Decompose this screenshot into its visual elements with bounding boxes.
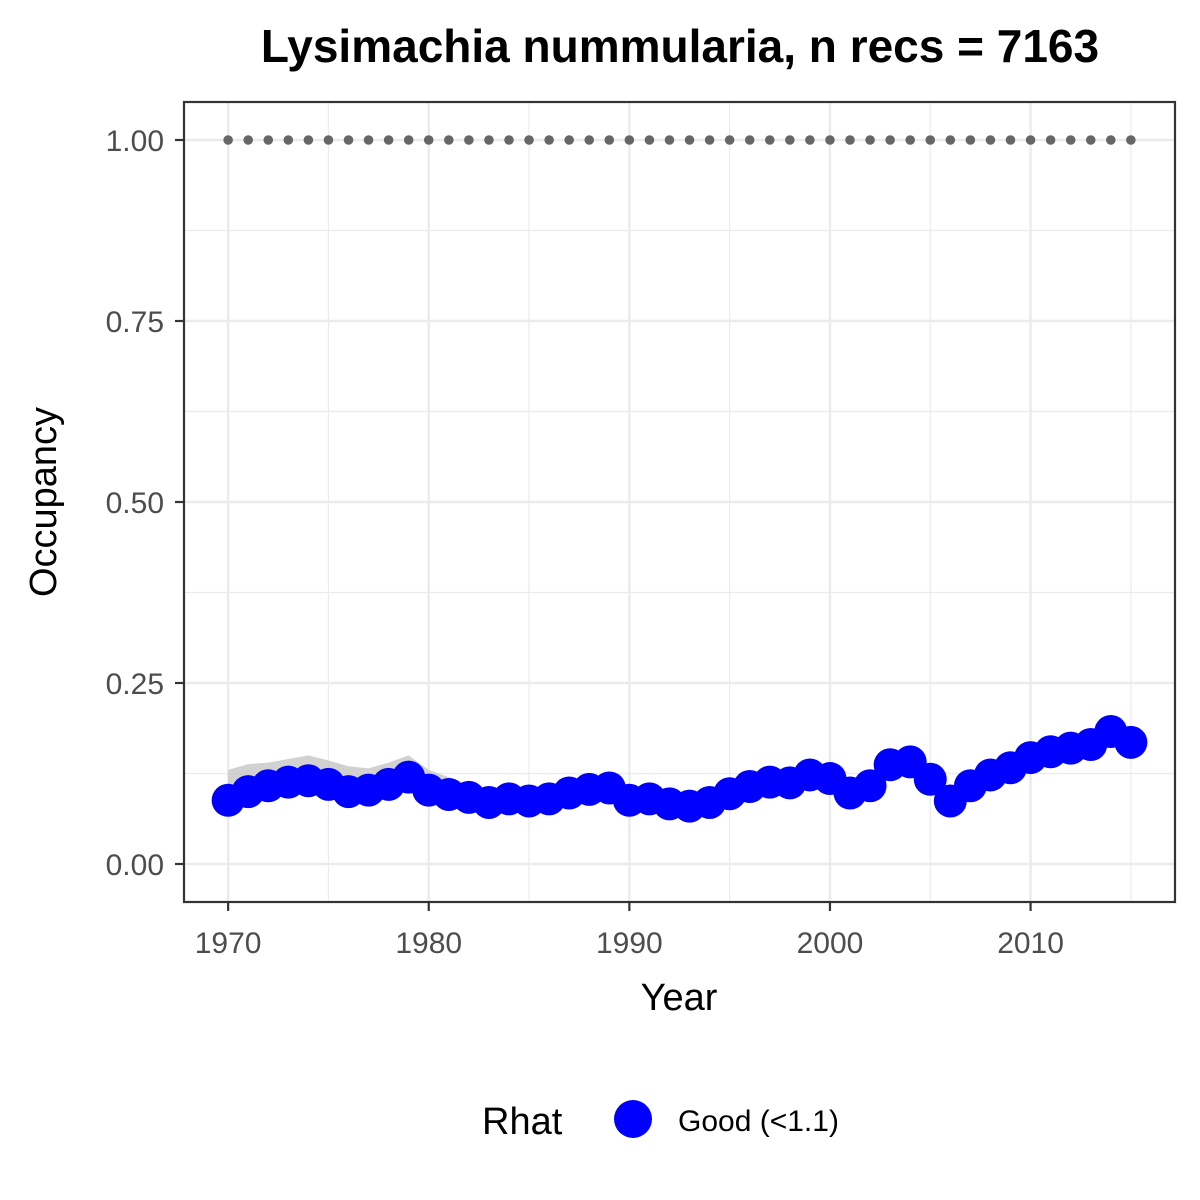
legend: Rhat Good (<1.1) (482, 1100, 839, 1143)
reference-dot (1085, 135, 1096, 145)
reference-dot (343, 135, 354, 145)
reference-dot (303, 135, 314, 145)
legend-key-good (614, 1100, 652, 1138)
x-tick-label: 1990 (596, 927, 663, 960)
reference-dot (805, 135, 815, 145)
reference-dot (423, 135, 434, 145)
reference-dot (223, 135, 233, 145)
reference-dot (504, 135, 514, 145)
y-axis-title: Occupancy (23, 407, 65, 597)
reference-dot (925, 135, 936, 145)
reference-dot (564, 135, 574, 145)
reference-dot (764, 135, 775, 145)
reference-dot (724, 135, 735, 145)
reference-dot (263, 135, 274, 145)
reference-dot (1065, 135, 1076, 145)
reference-dot (604, 135, 615, 145)
reference-dot (484, 135, 494, 145)
occupancy-point (913, 762, 947, 796)
x-tick-label: 1970 (195, 927, 262, 960)
y-tick-label: 0.00 (106, 849, 164, 882)
x-axis: 1970 1980 1990 2000 2010 (195, 902, 1064, 960)
chart-title: Lysimachia nummularia, n recs = 7163 (261, 20, 1099, 72)
x-tick-label: 2010 (997, 927, 1064, 960)
occupancy-point (1114, 725, 1148, 759)
reference-dot (825, 135, 835, 145)
reference-dot (1025, 135, 1036, 145)
reference-dot (704, 135, 715, 145)
occupancy-point (853, 769, 887, 803)
x-axis-title: Year (641, 977, 718, 1019)
x-tick-label: 1980 (395, 927, 462, 960)
reference-dot (524, 135, 534, 145)
reference-dot (1126, 135, 1136, 145)
reference-dot (1005, 135, 1016, 145)
reference-dot (744, 135, 755, 145)
reference-dot (885, 135, 895, 145)
reference-dot (283, 135, 294, 145)
reference-dot (905, 135, 915, 145)
reference-dot (985, 135, 996, 145)
reference-dot (965, 135, 976, 145)
reference-dots-layer (223, 135, 1136, 145)
reference-dot (624, 135, 635, 145)
reference-dot (865, 135, 875, 145)
reference-dot (544, 135, 554, 145)
x-tick-label: 2000 (797, 927, 864, 960)
reference-dot (945, 135, 956, 145)
reference-dot (243, 135, 253, 145)
reference-dot (664, 135, 675, 145)
reference-dot (684, 135, 695, 145)
reference-dot (363, 135, 374, 145)
legend-title: Rhat (482, 1101, 563, 1143)
y-tick-label: 0.25 (106, 668, 164, 701)
occupancy-points-layer (211, 715, 1148, 823)
y-tick-label: 0.75 (106, 306, 164, 339)
y-tick-label: 0.50 (106, 487, 164, 520)
reference-dot (323, 135, 334, 145)
reference-dot (464, 135, 474, 145)
y-axis: 0.00 0.25 0.50 0.75 1.00 (106, 125, 184, 882)
reference-dot (383, 135, 394, 145)
reference-dot (785, 135, 795, 145)
reference-dot (845, 135, 855, 145)
reference-dot (1045, 135, 1056, 145)
reference-dot (584, 135, 595, 145)
reference-dot (1106, 135, 1116, 145)
y-tick-label: 1.00 (106, 125, 164, 158)
reference-dot (403, 135, 414, 145)
reference-dot (644, 135, 655, 145)
reference-dot (444, 135, 454, 145)
legend-label-good: Good (<1.1) (678, 1105, 839, 1138)
